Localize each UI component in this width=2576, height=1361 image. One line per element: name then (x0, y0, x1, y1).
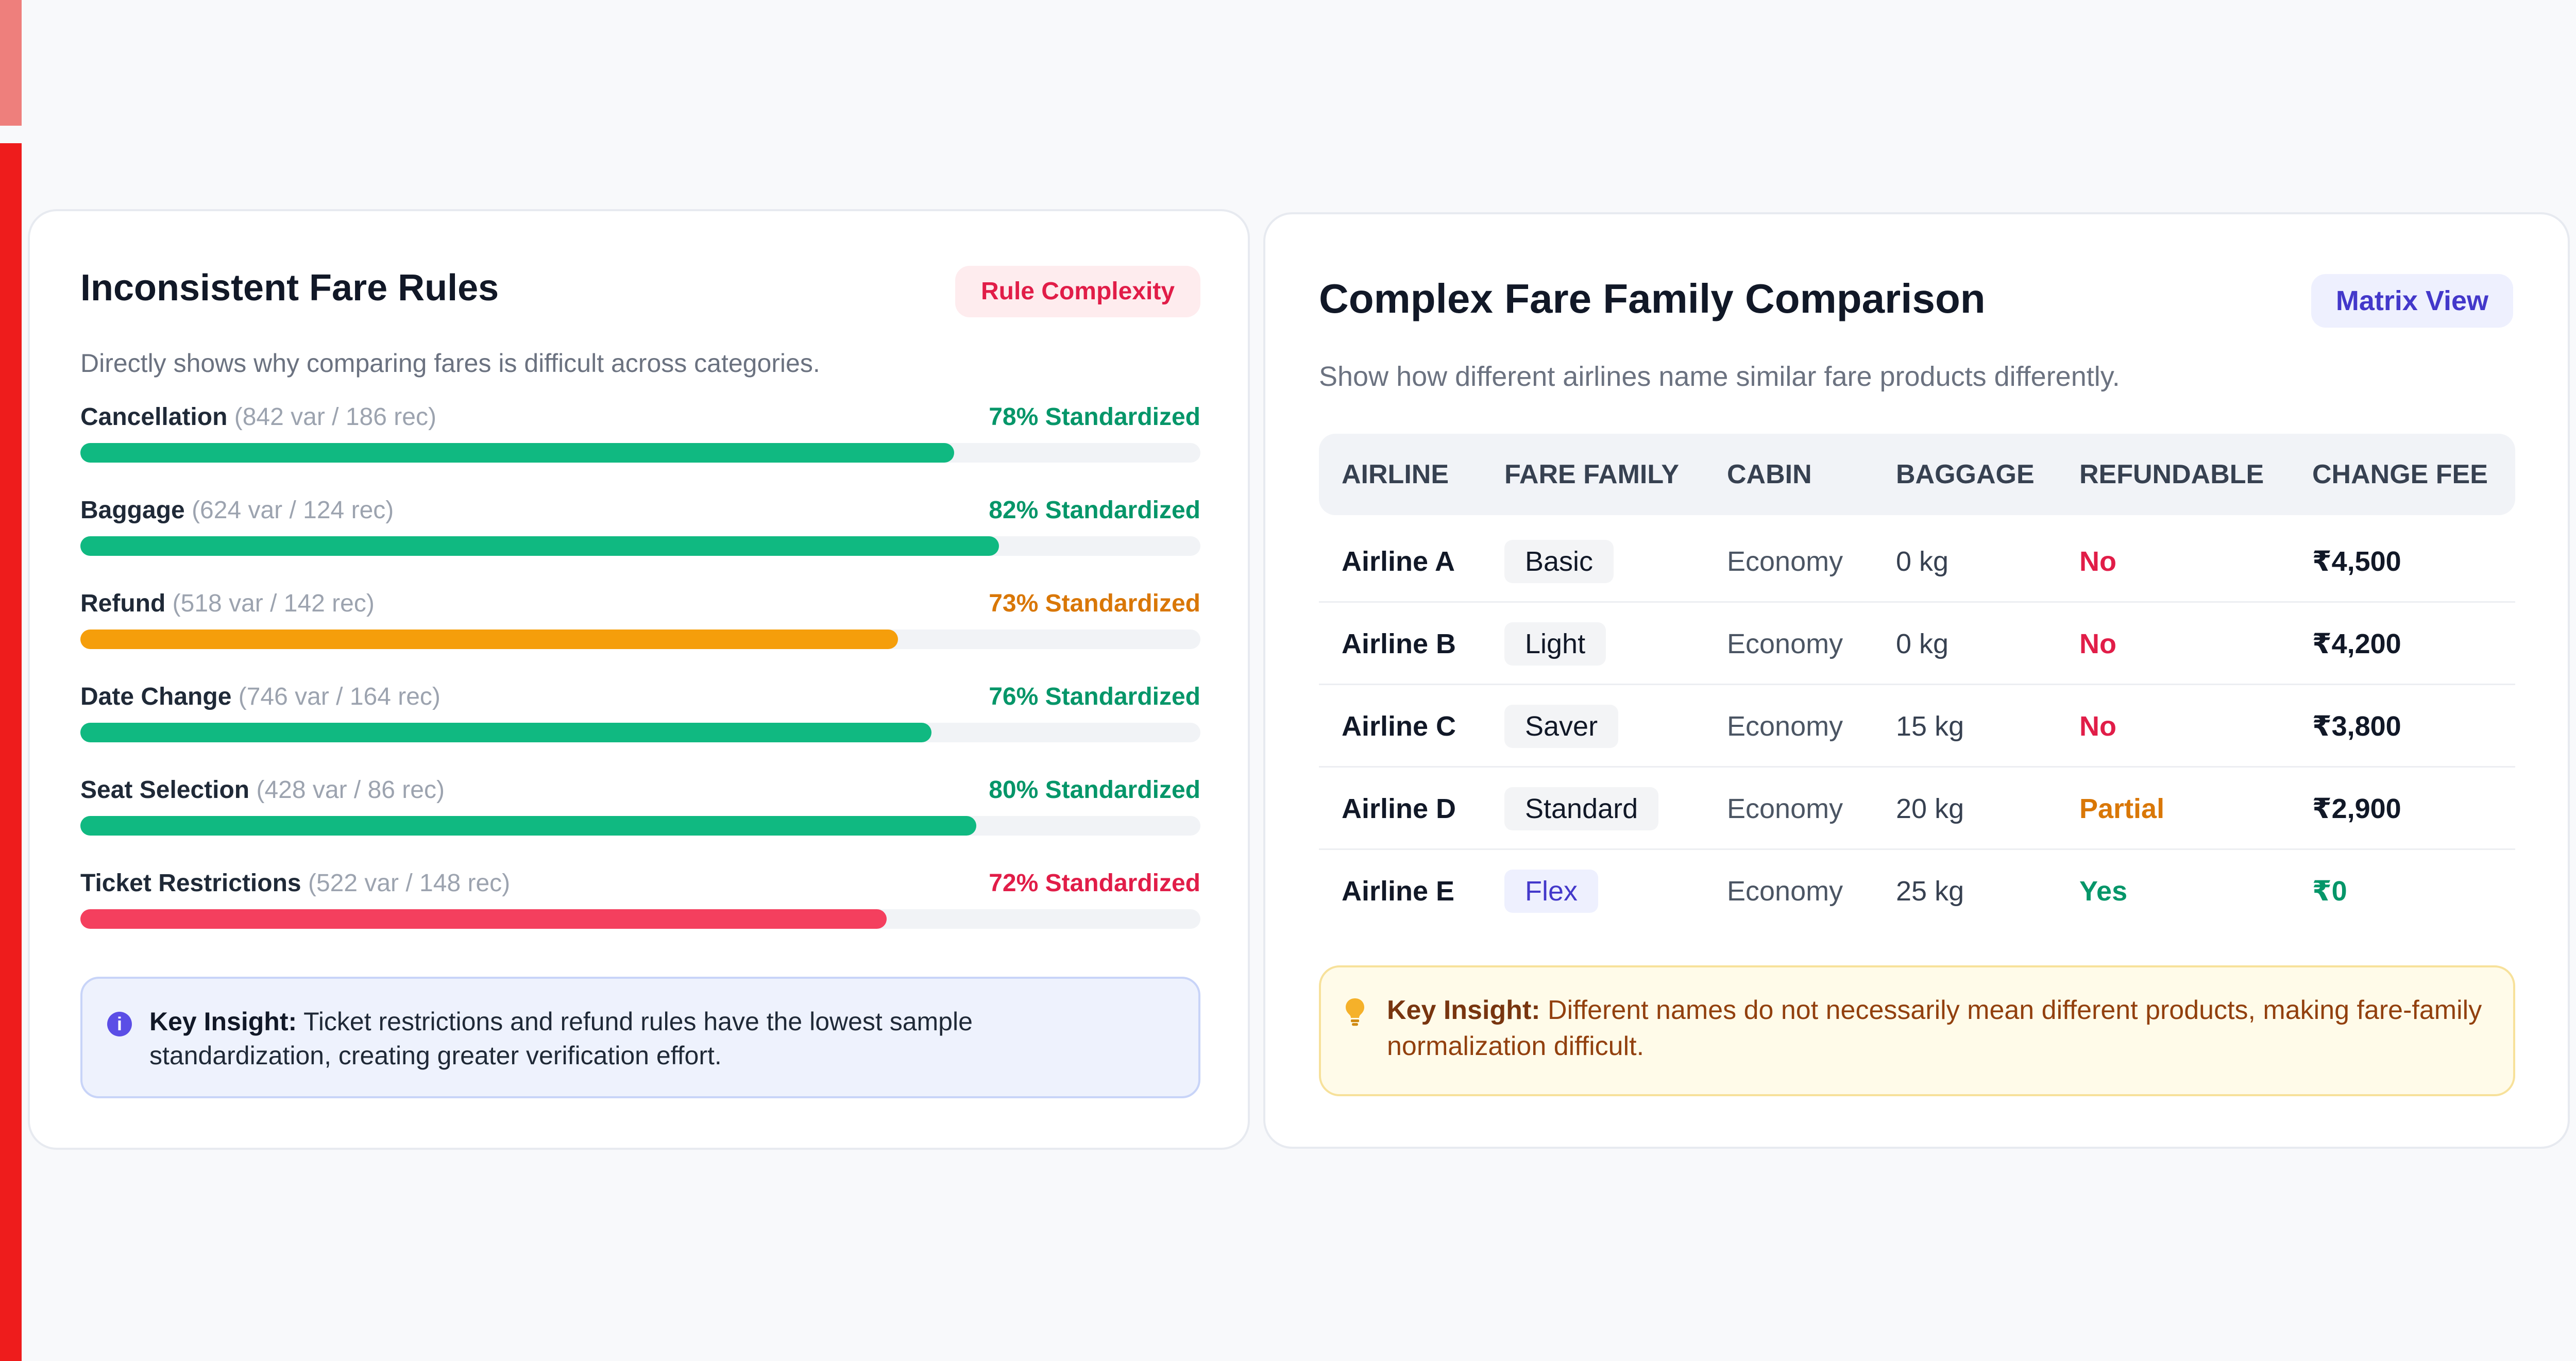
rule-item: Refund (518 var / 142 rec) 73% Standardi… (80, 589, 1200, 661)
rule-name: Ticket Restrictions (80, 870, 301, 897)
rule-standardized: 80% Standardized (989, 776, 1200, 804)
table-row: Airline C Saver Economy 15 kg No ₹3,800 (1319, 685, 2515, 768)
refundable-cell: Yes (2079, 876, 2128, 907)
change-fee-cell: ₹4,500 (2312, 546, 2401, 577)
refundable-cell: No (2079, 546, 2116, 577)
fare-family-chip: Saver (1504, 705, 1619, 748)
refundable-cell: No (2079, 711, 2116, 742)
progress-track (80, 909, 1200, 929)
insight-text: Different names do not necessarily mean … (1387, 995, 2482, 1061)
rule-standardized: 82% Standardized (989, 497, 1200, 524)
progress-fill (80, 909, 887, 929)
accent-bar-top (0, 0, 22, 126)
rule-name: Date Change (80, 683, 232, 710)
rule-standardized: 73% Standardized (989, 590, 1200, 617)
progress-track (80, 443, 1200, 463)
rule-item: Date Change (746 var / 164 rec) 76% Stan… (80, 683, 1200, 755)
insight-label: Key Insight: (149, 1007, 297, 1036)
change-fee-cell: ₹4,200 (2312, 628, 2401, 659)
cabin-cell: Economy (1727, 793, 1843, 824)
fare-family-chip: Basic (1504, 540, 1614, 583)
card-title: Complex Fare Family Comparison (1319, 276, 1986, 321)
airline-cell: Airline A (1342, 546, 1455, 577)
rule-standardized: 78% Standardized (989, 403, 1200, 431)
column-header-baggage: BAGGAGE (1896, 460, 2035, 489)
rule-name: Seat Selection (80, 776, 250, 804)
baggage-cell: 0 kg (1896, 546, 1949, 577)
change-fee-cell: ₹0 (2312, 876, 2347, 907)
rule-item: Seat Selection (428 var / 86 rec) 80% St… (80, 776, 1200, 848)
progress-track (80, 816, 1200, 836)
table-header: AIRLINE FARE FAMILY CABIN BAGGAGE REFUND… (1319, 434, 2515, 515)
progress-fill (80, 630, 899, 649)
info-icon: i (107, 1012, 132, 1036)
rule-meta: (518 var / 142 rec) (172, 590, 375, 617)
fare-family-chip: Standard (1504, 787, 1659, 830)
refundable-cell: No (2079, 628, 2116, 659)
baggage-cell: 25 kg (1896, 876, 1964, 907)
progress-track (80, 723, 1200, 742)
lightbulb-icon (1346, 998, 1364, 1026)
column-header-cabin: CABIN (1727, 460, 1812, 489)
rule-meta: (746 var / 164 rec) (238, 683, 440, 710)
rule-meta: (842 var / 186 rec) (234, 403, 436, 431)
table-row: Airline E Flex Economy 25 kg Yes ₹0 (1319, 850, 2515, 932)
rule-standardized: 72% Standardized (989, 870, 1200, 897)
rule-name: Cancellation (80, 403, 228, 431)
fare-family-card: Complex Fare Family Comparison Matrix Vi… (1263, 212, 2570, 1149)
fare-rules-card: Inconsistent Fare Rules Rule Complexity … (28, 209, 1250, 1150)
fare-family-chip: Flex (1504, 870, 1599, 913)
progress-track (80, 630, 1200, 649)
rule-item: Ticket Restrictions (522 var / 148 rec) … (80, 869, 1200, 941)
cabin-cell: Economy (1727, 876, 1843, 907)
progress-fill (80, 536, 999, 556)
rule-meta: (624 var / 124 rec) (192, 497, 394, 524)
rule-meta: (522 var / 148 rec) (308, 870, 511, 897)
rule-standardized: 76% Standardized (989, 683, 1200, 710)
rule-meta: (428 var / 86 rec) (256, 776, 445, 804)
progress-track (80, 536, 1200, 556)
baggage-cell: 0 kg (1896, 628, 1949, 659)
rule-name: Baggage (80, 497, 185, 524)
progress-fill (80, 816, 977, 836)
airline-cell: Airline D (1342, 793, 1456, 824)
airline-cell: Airline C (1342, 711, 1456, 742)
baggage-cell: 15 kg (1896, 711, 1964, 742)
table-row: Airline A Basic Economy 0 kg No ₹4,500 (1319, 520, 2515, 603)
cabin-cell: Economy (1727, 546, 1843, 577)
cabin-cell: Economy (1727, 711, 1843, 742)
airline-cell: Airline B (1342, 628, 1456, 659)
insight-text: Ticket restrictions and refund rules hav… (149, 1007, 973, 1070)
column-header-change-fee: CHANGE FEE (2312, 460, 2488, 489)
insight-label: Key Insight: (1387, 995, 1540, 1025)
column-header-fare-family: FARE FAMILY (1504, 460, 1680, 489)
key-insight-callout: i Key Insight: Ticket restrictions and r… (80, 977, 1200, 1098)
fare-family-chip: Light (1504, 622, 1606, 666)
table-row: Airline B Light Economy 0 kg No ₹4,200 (1319, 603, 2515, 685)
rule-name: Refund (80, 590, 166, 617)
column-header-refundable: REFUNDABLE (2079, 460, 2264, 489)
rule-item: Cancellation (842 var / 186 rec) 78% Sta… (80, 403, 1200, 475)
baggage-cell: 20 kg (1896, 793, 1964, 824)
progress-fill (80, 443, 954, 463)
accent-bar (0, 143, 22, 1361)
matrix-view-badge: Matrix View (2311, 274, 2513, 328)
rule-item: Baggage (624 var / 124 rec) 82% Standard… (80, 496, 1200, 568)
rule-complexity-badge: Rule Complexity (955, 266, 1200, 317)
card-description: Show how different airlines name similar… (1319, 361, 2120, 392)
refundable-cell: Partial (2079, 793, 2165, 824)
change-fee-cell: ₹2,900 (2312, 793, 2401, 824)
table-row: Airline D Standard Economy 20 kg Partial… (1319, 768, 2515, 850)
cabin-cell: Economy (1727, 628, 1843, 659)
airline-cell: Airline E (1342, 876, 1455, 907)
column-header-airline: AIRLINE (1342, 460, 1449, 489)
card-description: Directly shows why comparing fares is di… (80, 349, 820, 378)
card-title: Inconsistent Fare Rules (80, 267, 499, 309)
key-insight-callout: Key Insight: Different names do not nece… (1319, 965, 2515, 1096)
change-fee-cell: ₹3,800 (2312, 711, 2401, 742)
progress-fill (80, 723, 932, 742)
